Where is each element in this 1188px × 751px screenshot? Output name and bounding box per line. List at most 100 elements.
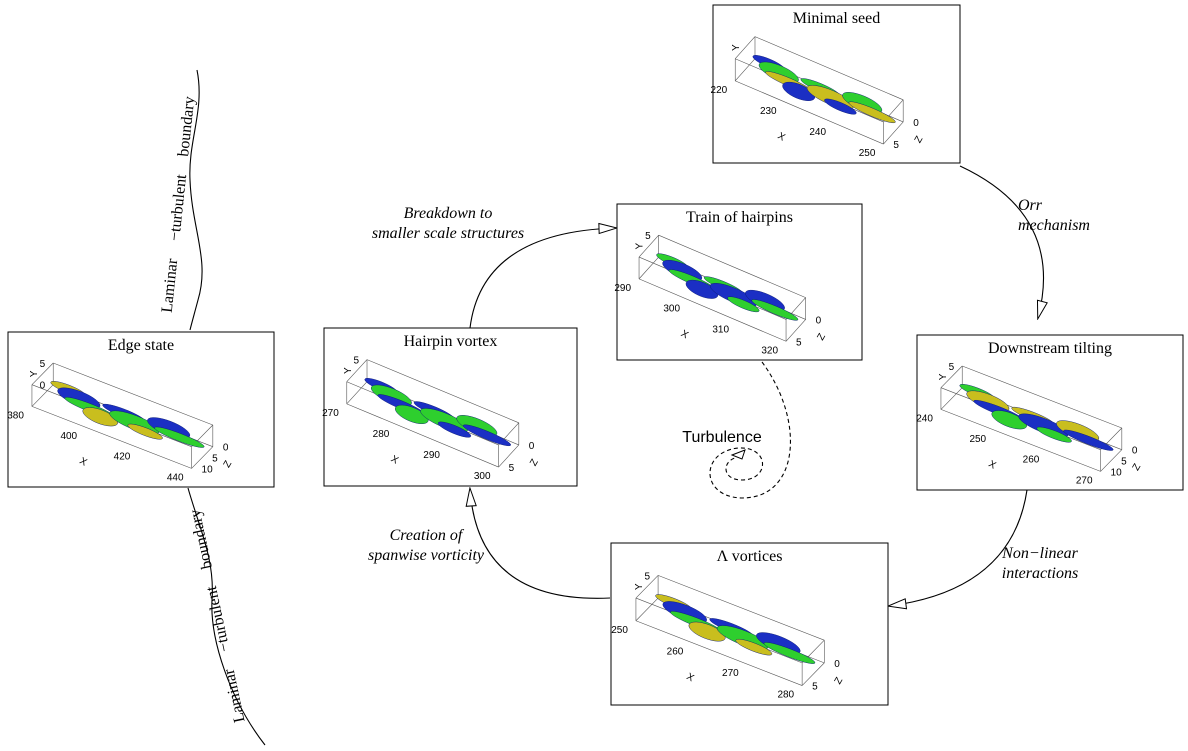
axis-label: Z (833, 676, 846, 687)
box-edge (1100, 449, 1123, 472)
axis-label: Z (528, 457, 541, 468)
vortex-blob (751, 299, 799, 321)
panel-frame (7, 331, 275, 488)
tick-label: 5 (949, 362, 955, 373)
tick-label: 5 (645, 231, 651, 242)
vortex-blob (727, 296, 760, 313)
vortex-blob (1063, 429, 1114, 451)
box-edge (754, 36, 904, 101)
arrow (959, 165, 1044, 318)
vortex-blob (763, 642, 816, 664)
panel-frame (712, 4, 961, 164)
box-edge (31, 406, 192, 469)
tick-label: 10 (1111, 467, 1123, 478)
box-edge (940, 387, 963, 410)
boundary-curve (187, 487, 266, 746)
vortex-blob (437, 421, 472, 438)
tick-label: 5 (509, 463, 515, 474)
tick-label: 250 (859, 148, 876, 159)
box-edge (635, 575, 659, 599)
tick-label: 250 (969, 434, 986, 445)
axis-label: Y (635, 242, 646, 249)
label-line: mechanism (1018, 217, 1090, 234)
axis-label: Z (815, 332, 828, 343)
box-edge (53, 362, 213, 426)
tick-label: 0 (40, 381, 46, 392)
vortex-blob (782, 81, 816, 101)
axis-label: Z (222, 459, 235, 470)
panel-frame (616, 203, 863, 361)
tick-label: 260 (1023, 455, 1040, 466)
tick-label: 220 (711, 85, 728, 96)
axis-label: X (776, 131, 788, 144)
axis-label: X (986, 459, 998, 472)
box-edge (635, 620, 803, 686)
tick-label: 300 (474, 471, 491, 482)
vortex-blob (848, 101, 896, 124)
tick-label: 0 (529, 441, 535, 452)
tick-label: 0 (913, 118, 919, 129)
box-edge (191, 446, 214, 469)
tick-label: 270 (322, 408, 339, 419)
vortex-blob (82, 407, 118, 427)
label-line: Orr (1018, 197, 1043, 214)
label-line: smaller scale structures (372, 225, 524, 242)
tick-label: 290 (423, 450, 440, 461)
transition-label: Orr mechanism (1018, 197, 1090, 234)
tick-label: 5 (812, 682, 818, 693)
axis-label: Z (1131, 462, 1144, 473)
tick-label: 5 (212, 454, 218, 465)
tick-label: 5 (893, 140, 899, 151)
tick-label: 270 (722, 668, 739, 679)
box-edge (735, 58, 756, 82)
axis-label: Y (29, 370, 40, 377)
vortex-blob (1036, 426, 1072, 443)
tick-label: 230 (760, 106, 777, 117)
axis-label: Z (913, 134, 926, 145)
tick-label: 290 (614, 283, 631, 294)
transition-label: Creation of spanwise vorticity (368, 527, 485, 564)
tick-label: 5 (40, 359, 46, 370)
tick-label: 280 (777, 690, 794, 701)
tick-label: 0 (1132, 446, 1138, 457)
box-edge (735, 36, 756, 59)
axis-label: Y (938, 373, 949, 380)
box-edge (346, 381, 368, 405)
box-edge (940, 409, 1101, 472)
tick-label: 5 (796, 337, 802, 348)
tick-label: 5 (353, 356, 359, 367)
vortex-blob (688, 621, 726, 642)
box-edge (962, 365, 1122, 429)
axis-label: X (684, 671, 696, 684)
boundary-curve (189, 69, 203, 331)
tick-label: 240 (809, 127, 826, 138)
box-edge (498, 444, 520, 468)
box-edge (785, 319, 806, 342)
vortex-blob (463, 424, 511, 447)
tick-label: 310 (712, 324, 729, 335)
label-line: Breakdown to (404, 205, 493, 222)
tick-label: 260 (667, 646, 684, 657)
axis-label: Y (731, 44, 742, 51)
axis-label: X (679, 328, 691, 341)
tick-label: 280 (373, 429, 390, 440)
tick-label: 240 (916, 413, 933, 424)
label-line: interactions (1002, 565, 1078, 582)
axis-label: Y (343, 367, 354, 374)
arrow (889, 489, 1028, 606)
transition-label: Non−linear interactions (1001, 545, 1078, 582)
panel-frame (916, 334, 1184, 491)
box-edge (801, 662, 825, 686)
vortex-blob (735, 638, 773, 656)
box-edge (658, 234, 806, 298)
tick-label: 270 (1076, 475, 1093, 486)
box-edge (31, 384, 54, 407)
axis-label: X (389, 454, 401, 467)
arrow (470, 489, 611, 599)
panel-title: Λ vortices (717, 548, 783, 565)
panel: Minimal seed Y 220 230 240 250 X 0 5 Z (711, 4, 961, 164)
